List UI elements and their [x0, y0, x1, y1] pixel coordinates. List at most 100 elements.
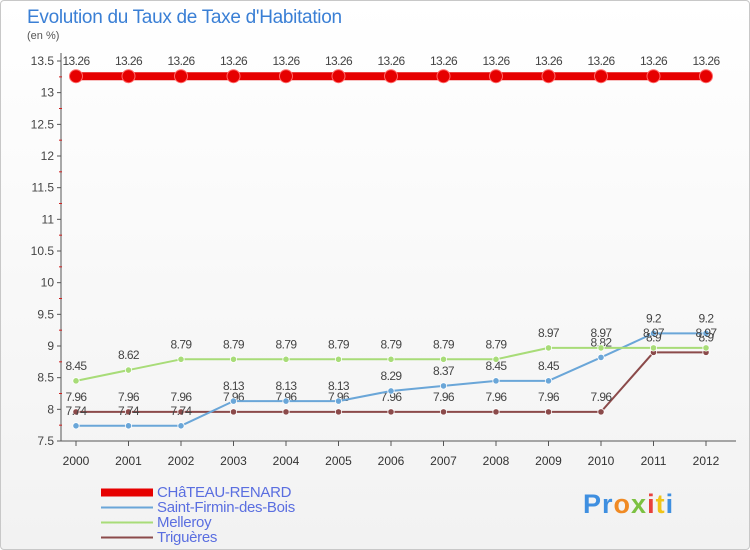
data-label: 8.13 [223, 379, 245, 393]
data-label: 13.26 [535, 54, 563, 68]
data-label: 13.26 [587, 54, 615, 68]
data-point [121, 69, 136, 84]
data-label: 7.74 [171, 404, 193, 418]
data-label: 13.26 [62, 54, 90, 68]
x-tick-label: 2011 [641, 454, 667, 468]
data-point [439, 408, 448, 416]
legend-label-chateau-renard: CHâTEAU-RENARD [157, 484, 292, 501]
data-point [597, 408, 605, 416]
data-label: 7.96 [381, 390, 403, 404]
y-tick-label: 10 [41, 276, 55, 290]
chart-subtitle: (en %) [27, 30, 60, 42]
legend-item-melleroy: Melleroy [101, 515, 295, 530]
data-label: 13.26 [377, 54, 405, 68]
legend-label-trigueres: Triguères [157, 529, 218, 546]
data-label: 13.26 [220, 54, 248, 68]
data-point [226, 69, 241, 84]
data-point [544, 344, 553, 352]
data-label: 8.79 [433, 337, 455, 351]
x-tick-label: 2001 [115, 454, 142, 468]
data-point [646, 69, 661, 84]
data-label: 13.26 [430, 54, 458, 68]
data-point [72, 377, 80, 385]
data-point [331, 69, 346, 84]
x-tick-label: 2005 [325, 454, 352, 468]
data-label: 8.29 [381, 369, 403, 383]
data-point [334, 397, 343, 405]
data-label: 7.96 [66, 390, 88, 404]
data-point [177, 422, 185, 430]
data-point [124, 408, 133, 416]
y-tick-label: 12.5 [31, 117, 55, 131]
data-point [124, 366, 133, 374]
data-point [387, 408, 395, 416]
legend-item-trigueres: Triguères [101, 530, 295, 545]
x-tick-label: 2002 [168, 454, 195, 468]
data-label: 8.13 [328, 379, 350, 393]
data-point [699, 69, 713, 84]
y-tick-label: 8 [47, 402, 54, 416]
data-label: 8.45 [66, 359, 88, 373]
data-point [334, 408, 343, 416]
data-label: 8.79 [223, 337, 245, 351]
data-label: 8.13 [276, 379, 298, 393]
y-tick-label: 12 [41, 149, 55, 163]
data-label: 13.26 [325, 54, 353, 68]
x-tick-label: 2008 [483, 454, 510, 468]
data-label: 8.97 [696, 326, 718, 340]
data-label: 8.79 [328, 337, 350, 351]
data-point [439, 355, 448, 363]
y-tick-label: 8.5 [37, 371, 54, 385]
data-label: 8.79 [381, 337, 403, 351]
legend-label-melleroy: Melleroy [157, 514, 212, 531]
x-tick-label: 2010 [588, 454, 615, 468]
data-point [334, 355, 343, 363]
data-label: 8.79 [486, 337, 508, 351]
data-point [72, 422, 80, 430]
data-label: 9.2 [699, 311, 715, 325]
data-point [439, 382, 448, 390]
data-point [489, 69, 503, 84]
data-point [544, 408, 553, 416]
data-label: 7.96 [171, 390, 193, 404]
legend-item-saint-firmin-des-bois: Saint-Firmin-des-Bois [101, 500, 295, 515]
data-point [229, 355, 238, 363]
x-tick-label: 2007 [430, 454, 457, 468]
y-tick-label: 10.5 [31, 244, 55, 258]
data-label: 7.74 [66, 404, 88, 418]
data-label: 8.97 [643, 326, 665, 340]
data-point [387, 355, 395, 363]
proxiti-logo: Proxiti [583, 489, 675, 519]
data-point [282, 355, 290, 363]
data-label: 7.96 [433, 390, 455, 404]
x-tick-label: 2006 [378, 454, 405, 468]
data-point [594, 69, 608, 84]
data-point [541, 69, 556, 84]
data-point [492, 377, 500, 385]
data-label: 13.26 [482, 54, 510, 68]
data-label: 8.79 [276, 337, 298, 351]
data-label: 7.74 [118, 404, 140, 418]
data-point [229, 397, 238, 405]
data-label: 13.26 [115, 54, 143, 68]
data-label: 8.62 [118, 348, 140, 362]
data-point [702, 329, 710, 337]
x-tick-label: 2000 [63, 454, 90, 468]
legend-label-saint-firmin-des-bois: Saint-Firmin-des-Bois [157, 499, 295, 516]
data-point [177, 408, 185, 416]
data-point [597, 344, 605, 352]
legend-item-chateau-renard: CHâTEAU-RENARD [101, 485, 295, 500]
y-tick-label: 13.5 [31, 54, 55, 68]
data-label: 13.26 [272, 54, 300, 68]
data-point [597, 353, 605, 361]
y-tick-label: 11.5 [32, 181, 55, 195]
y-tick-label: 13 [41, 86, 55, 100]
data-point [492, 355, 500, 363]
y-tick-label: 9.5 [37, 307, 54, 321]
data-point [384, 69, 398, 84]
x-tick-label: 2003 [220, 454, 247, 468]
data-label: 13.26 [692, 54, 720, 68]
data-point [72, 408, 80, 416]
y-tick-label: 9 [47, 339, 54, 353]
